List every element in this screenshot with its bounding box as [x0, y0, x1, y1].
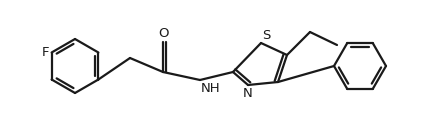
Text: NH: NH [201, 82, 221, 95]
Text: S: S [262, 29, 270, 42]
Text: O: O [158, 27, 168, 40]
Text: F: F [42, 46, 50, 59]
Text: N: N [243, 87, 253, 100]
